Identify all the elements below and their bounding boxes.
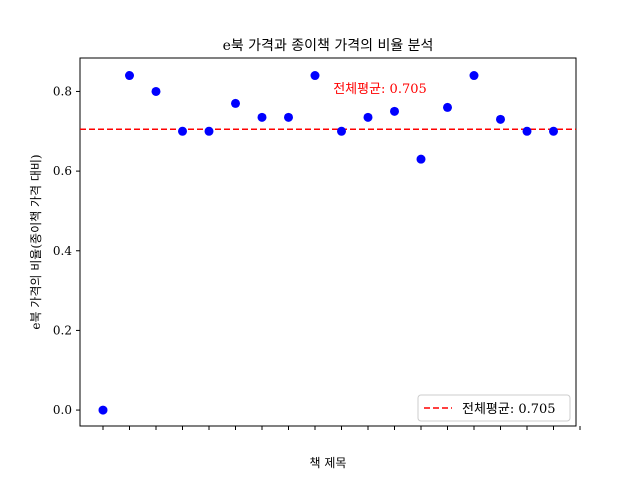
data-point (98, 405, 108, 415)
data-point (151, 86, 161, 96)
data-point (363, 112, 373, 122)
data-point (390, 106, 399, 116)
data-point (284, 112, 293, 122)
plot-area: 0.0 0.2 0.4 0.6 0.8 전체평균: 0.705 전체평균: 0.705 (53, 57, 581, 430)
legend-box (417, 394, 571, 422)
data-point (522, 126, 532, 136)
data-point (416, 154, 426, 164)
data-point (469, 71, 479, 81)
y-axis-label: e북 가격의 비율(종이책 가격 대비) (28, 154, 43, 329)
y-tick-label: 0.8 (53, 84, 72, 98)
data-point (204, 126, 214, 136)
y-tick-label: 0.2 (53, 323, 72, 337)
data-point (443, 102, 452, 112)
data-point (496, 114, 505, 124)
mean-annotation: 전체평균: 0.705 (333, 82, 427, 97)
x-axis-label: 책 제목 (310, 455, 347, 470)
data-point (337, 126, 346, 136)
data-point (125, 71, 134, 81)
chart-title: e북 가격과 종이책 가격의 비율 분석 (223, 38, 434, 54)
y-tick-label: 0.6 (53, 164, 72, 178)
legend-label: 전체평균: 0.705 (462, 402, 556, 417)
y-tick-label: 0.4 (53, 244, 72, 258)
plot-frame (79, 57, 577, 427)
data-point (178, 126, 187, 136)
data-point (549, 126, 558, 136)
data-point (310, 71, 320, 81)
data-point (231, 98, 240, 108)
y-tick-label: 0.0 (53, 403, 72, 417)
data-point (257, 112, 267, 122)
